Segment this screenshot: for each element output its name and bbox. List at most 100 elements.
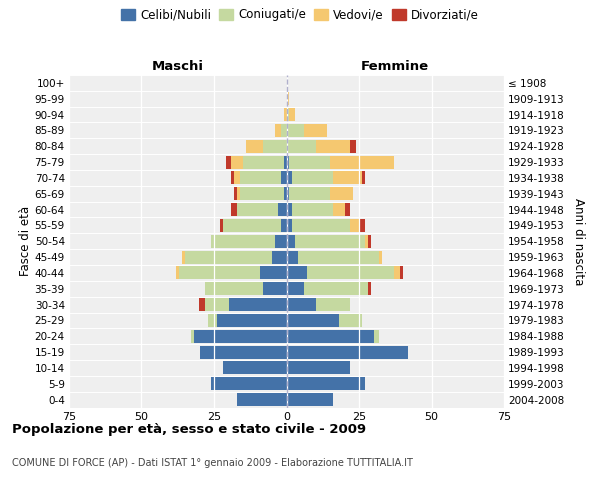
- Bar: [229, 298, 287, 311]
- Bar: [278, 203, 287, 216]
- Bar: [359, 219, 365, 232]
- Bar: [232, 203, 237, 216]
- Bar: [287, 92, 289, 105]
- Bar: [362, 172, 365, 184]
- Bar: [194, 330, 287, 342]
- Bar: [304, 282, 368, 295]
- Bar: [234, 188, 237, 200]
- Bar: [316, 298, 350, 311]
- Bar: [368, 282, 371, 295]
- Bar: [304, 124, 327, 137]
- Bar: [240, 172, 281, 184]
- Bar: [185, 250, 272, 264]
- Text: COMUNE DI FORCE (AP) - Dati ISTAT 1° gennaio 2009 - Elaborazione TUTTITALIA.IT: COMUNE DI FORCE (AP) - Dati ISTAT 1° gen…: [12, 458, 413, 468]
- Bar: [289, 188, 330, 200]
- Bar: [263, 140, 287, 152]
- Bar: [333, 172, 362, 184]
- Bar: [287, 266, 307, 280]
- Y-axis label: Anni di nascita: Anni di nascita: [572, 198, 585, 285]
- Text: Maschi: Maschi: [152, 60, 204, 74]
- Bar: [243, 156, 284, 168]
- Bar: [287, 346, 409, 358]
- Bar: [211, 235, 275, 248]
- Bar: [287, 330, 373, 342]
- Bar: [368, 235, 371, 248]
- Bar: [330, 188, 353, 200]
- Bar: [400, 266, 403, 280]
- Bar: [263, 282, 287, 295]
- Bar: [287, 156, 289, 168]
- Bar: [287, 172, 292, 184]
- Bar: [287, 298, 316, 311]
- Bar: [287, 250, 298, 264]
- Bar: [295, 235, 365, 248]
- Bar: [287, 203, 292, 216]
- Bar: [234, 172, 240, 184]
- Bar: [287, 188, 289, 200]
- Bar: [379, 250, 382, 264]
- Bar: [211, 378, 287, 390]
- Bar: [330, 156, 394, 168]
- Bar: [226, 156, 232, 168]
- Bar: [237, 393, 287, 406]
- Bar: [287, 108, 289, 121]
- Bar: [240, 188, 284, 200]
- Text: Femmine: Femmine: [361, 60, 430, 74]
- Bar: [205, 298, 229, 311]
- Bar: [292, 203, 333, 216]
- Bar: [232, 172, 235, 184]
- Bar: [182, 250, 185, 264]
- Legend: Celibi/Nubili, Coniugati/e, Vedovi/e, Divorziati/e: Celibi/Nubili, Coniugati/e, Vedovi/e, Di…: [119, 6, 481, 24]
- Y-axis label: Fasce di età: Fasce di età: [19, 206, 32, 276]
- Bar: [199, 346, 287, 358]
- Bar: [281, 219, 287, 232]
- Bar: [338, 314, 362, 327]
- Bar: [307, 266, 394, 280]
- Bar: [287, 314, 338, 327]
- Bar: [260, 266, 287, 280]
- Bar: [333, 203, 344, 216]
- Bar: [275, 124, 281, 137]
- Bar: [284, 108, 287, 121]
- Bar: [237, 188, 240, 200]
- Bar: [223, 219, 281, 232]
- Text: Popolazione per età, sesso e stato civile - 2009: Popolazione per età, sesso e stato civil…: [12, 422, 366, 436]
- Bar: [287, 378, 365, 390]
- Bar: [223, 362, 287, 374]
- Bar: [373, 330, 379, 342]
- Bar: [246, 140, 263, 152]
- Bar: [298, 250, 379, 264]
- Bar: [284, 156, 287, 168]
- Bar: [191, 330, 194, 342]
- Bar: [287, 282, 304, 295]
- Bar: [287, 362, 350, 374]
- Bar: [217, 314, 287, 327]
- Bar: [275, 235, 287, 248]
- Bar: [287, 219, 292, 232]
- Bar: [287, 124, 304, 137]
- Bar: [199, 298, 205, 311]
- Bar: [316, 140, 350, 152]
- Bar: [176, 266, 179, 280]
- Bar: [237, 203, 278, 216]
- Bar: [208, 314, 217, 327]
- Bar: [205, 282, 263, 295]
- Bar: [350, 140, 356, 152]
- Bar: [292, 219, 350, 232]
- Bar: [220, 219, 223, 232]
- Bar: [344, 203, 350, 216]
- Bar: [179, 266, 260, 280]
- Bar: [289, 108, 295, 121]
- Bar: [292, 172, 333, 184]
- Bar: [394, 266, 400, 280]
- Bar: [287, 393, 333, 406]
- Bar: [365, 235, 368, 248]
- Bar: [287, 140, 316, 152]
- Bar: [281, 172, 287, 184]
- Bar: [281, 124, 287, 137]
- Bar: [287, 235, 295, 248]
- Bar: [232, 156, 243, 168]
- Bar: [272, 250, 287, 264]
- Bar: [350, 219, 359, 232]
- Bar: [289, 156, 330, 168]
